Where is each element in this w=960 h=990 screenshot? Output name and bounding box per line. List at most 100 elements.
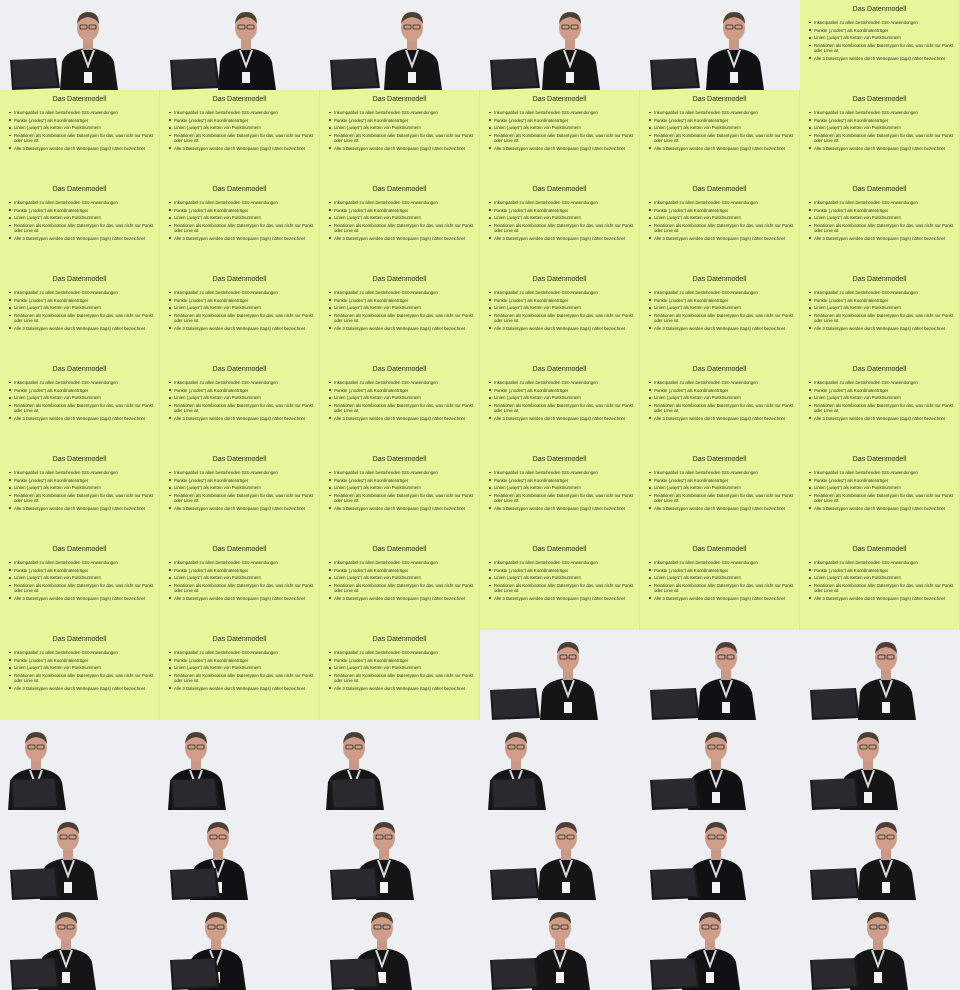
glasses-icon	[725, 24, 734, 30]
lanyard-icon	[879, 679, 893, 699]
slide-bullet-list: Inkompatibel zu allen bestehenden GIS-An…	[806, 380, 955, 423]
slide-title: Das Datenmodell	[52, 186, 107, 193]
name-badge-icon	[84, 72, 92, 83]
slide-title: Das Datenmodell	[372, 636, 427, 643]
video-frame	[0, 900, 160, 990]
slide-bullet: Punkte („nodes“) als Koordinatenträger	[169, 568, 315, 573]
speaker-illustration	[0, 0, 160, 90]
lanyard-icon	[719, 679, 733, 699]
speaker-hair	[715, 642, 737, 654]
slide-bullet: Punkte („nodes“) als Koordinatenträger	[329, 298, 475, 303]
slide-bullet: Inkompatibel zu allen bestehenden GIS-An…	[649, 560, 795, 565]
speaker-head	[77, 15, 99, 41]
slide-bullet: Punkte („nodes“) als Koordinatenträger	[9, 298, 155, 303]
speaker-figure	[60, 12, 118, 90]
speaker-illustration	[320, 720, 480, 810]
laptop-screen	[812, 688, 857, 718]
speaker-hair	[857, 732, 879, 744]
slide-bullet: Linien („ways“) als Ketten von Punktnumm…	[809, 485, 955, 490]
slide-frame: Das Datenmodell Inkompatibel zu allen be…	[800, 0, 960, 90]
speaker-neck	[881, 848, 891, 860]
video-frame	[480, 0, 640, 90]
slide-bullet-list: Inkompatibel zu allen bestehenden GIS-An…	[6, 110, 155, 153]
slide-bullet: Inkompatibel zu allen bestehenden GIS-An…	[169, 290, 315, 295]
video-frame	[640, 810, 800, 900]
speaker-head	[705, 735, 727, 761]
speaker-head	[343, 735, 365, 761]
slide-frame: Das Datenmodell Inkompatibel zu allen be…	[160, 360, 320, 450]
slide-title: Das Datenmodell	[212, 366, 267, 373]
slide-title: Das Datenmodell	[52, 366, 107, 373]
slide-bullet: Inkompatibel zu allen bestehenden GIS-An…	[169, 380, 315, 385]
slide-bullet-list: Inkompatibel zu allen bestehenden GIS-An…	[6, 560, 155, 603]
video-frame	[800, 630, 960, 720]
slide-bullet: Punkte („nodes“) als Koordinatenträger	[329, 568, 475, 573]
glasses-icon	[886, 834, 895, 840]
lanyard-icon	[553, 949, 567, 969]
slide-frame: Das Datenmodell Inkompatibel zu allen be…	[800, 450, 960, 540]
slide-bullet: Punkte („nodes“) als Koordinatenträger	[649, 208, 795, 213]
slide-bullet: Alle 3 Datentypen werden durch Wertepaar…	[169, 506, 315, 511]
slide-bullet-list: Inkompatibel zu allen bestehenden GIS-An…	[326, 110, 475, 153]
slide-bullet: Punkte („nodes“) als Koordinatenträger	[649, 388, 795, 393]
slide-bullet: Inkompatibel zu allen bestehenden GIS-An…	[329, 380, 475, 385]
slide-bullet: Punkte („nodes“) als Koordinatenträger	[9, 568, 155, 573]
name-badge-icon	[556, 972, 564, 983]
slide-bullet: Alle 3 Datentypen werden durch Wertepaar…	[329, 686, 475, 691]
slide-bullet: Relationen als Kombination aller Datenty…	[9, 402, 154, 413]
laptop-screen	[332, 868, 377, 898]
slide-bullet: Alle 3 Datentypen werden durch Wertepaar…	[329, 416, 475, 421]
slide-bullet: Inkompatibel zu allen bestehenden GIS-An…	[169, 110, 315, 115]
slide-bullet: Inkompatibel zu allen bestehenden GIS-An…	[9, 110, 155, 115]
glasses-icon	[196, 744, 205, 750]
name-badge-icon	[874, 972, 882, 983]
slide-bullet-list: Inkompatibel zu allen bestehenden GIS-An…	[326, 650, 475, 693]
slide-bullet: Inkompatibel zu allen bestehenden GIS-An…	[809, 20, 955, 25]
glasses-icon	[27, 744, 36, 750]
speaker-hair	[557, 642, 579, 654]
speaker-head	[715, 645, 737, 671]
glasses-icon	[516, 744, 525, 750]
speaker-illustration	[800, 630, 960, 720]
speaker-head	[401, 15, 423, 41]
slide-bullet: Linien („ways“) als Ketten von Punktnumm…	[649, 305, 795, 310]
slide-bullet: Inkompatibel zu allen bestehenden GIS-An…	[489, 110, 635, 115]
slide-bullet: Alle 3 Datentypen werden durch Wertepaar…	[649, 146, 795, 151]
speaker-hair	[207, 822, 229, 834]
slide-bullet: Linien („ways“) als Ketten von Punktnumm…	[809, 305, 955, 310]
slide-bullet: Linien („ways“) als Ketten von Punktnumm…	[329, 215, 475, 220]
video-frame	[800, 720, 960, 810]
slide-bullet: Alle 3 Datentypen werden durch Wertepaar…	[649, 506, 795, 511]
laptop-screen	[492, 778, 537, 808]
slide-bullet: Alle 3 Datentypen werden durch Wertepaar…	[169, 686, 315, 691]
slide-title: Das Datenmodell	[852, 276, 907, 283]
slide-bullet: Relationen als Kombination aller Datenty…	[649, 582, 794, 593]
slide-frame: Das Datenmodell Inkompatibel zu allen be…	[0, 360, 160, 450]
laptop-screen	[332, 958, 377, 988]
slide-bullet-list: Inkompatibel zu allen bestehenden GIS-An…	[486, 110, 635, 153]
speaker-head	[705, 825, 727, 851]
speaker-figure	[218, 12, 276, 90]
name-badge-icon	[730, 72, 738, 83]
video-frame	[160, 900, 320, 990]
slide-bullet: Linien („ways“) als Ketten von Punktnumm…	[649, 575, 795, 580]
glasses-icon	[726, 654, 735, 660]
slide-bullet: Relationen als Kombination aller Datenty…	[809, 222, 954, 233]
laptop-screen	[12, 58, 57, 88]
slide-bullet-list: Inkompatibel zu allen bestehenden GIS-An…	[326, 470, 475, 513]
speaker-shirt	[218, 48, 276, 90]
slide-frame: Das Datenmodell Inkompatibel zu allen be…	[0, 180, 160, 270]
slide-title: Das Datenmodell	[852, 6, 907, 13]
slide-bullet: Relationen als Kombination aller Datenty…	[169, 312, 314, 323]
lanyard-icon	[375, 949, 389, 969]
laptop-icon	[330, 958, 380, 990]
slide-bullet: Alle 3 Datentypen werden durch Wertepaar…	[169, 236, 315, 241]
name-badge-icon	[712, 882, 720, 893]
video-frame	[640, 0, 800, 90]
slide-bullet: Linien („ways“) als Ketten von Punktnumm…	[9, 665, 155, 670]
slide-bullet: Alle 3 Datentypen werden durch Wertepaar…	[489, 236, 635, 241]
slide-title: Das Datenmodell	[212, 456, 267, 463]
slide-bullet: Relationen als Kombination aller Datenty…	[649, 132, 794, 143]
laptop-icon	[810, 868, 860, 900]
laptop-screen	[12, 958, 57, 988]
